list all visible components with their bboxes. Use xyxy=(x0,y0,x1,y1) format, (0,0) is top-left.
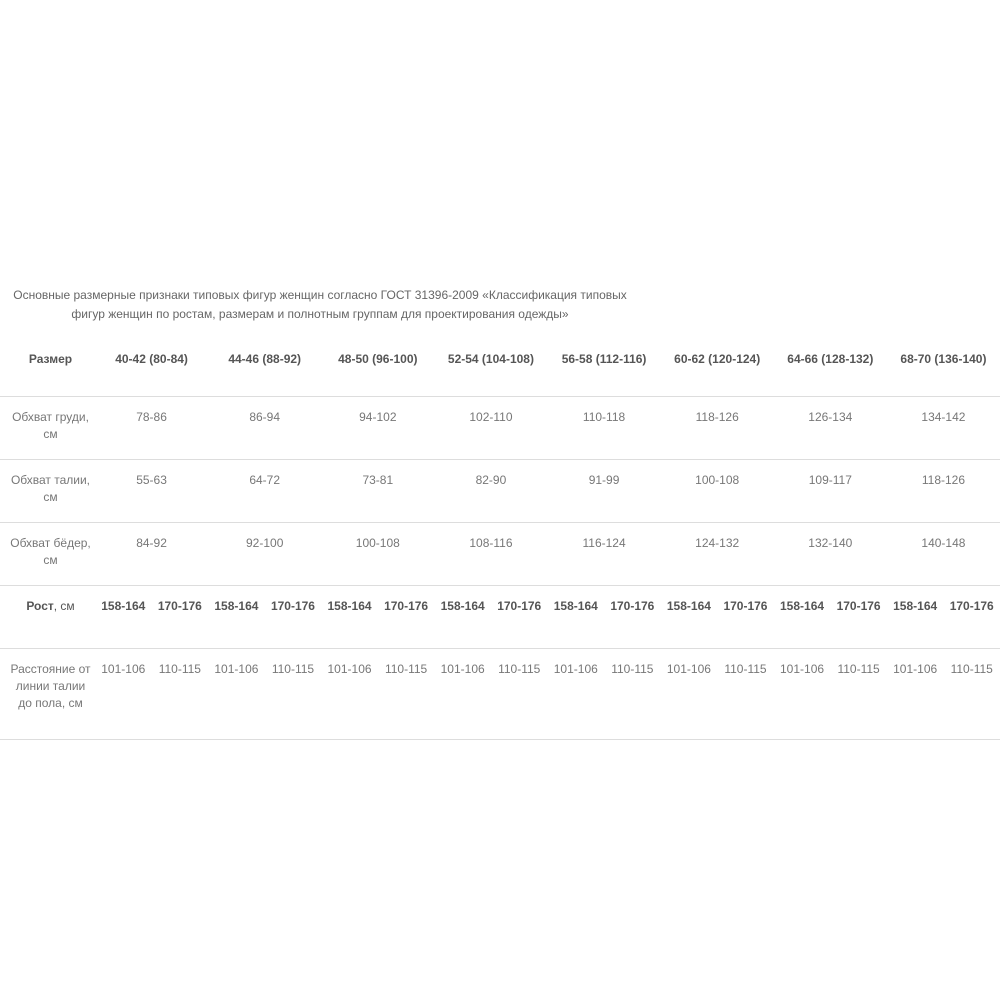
distance-cell: 101-106 xyxy=(95,648,152,740)
table-cell: 134-142 xyxy=(886,396,1000,460)
height-cell: 158-164 xyxy=(547,585,605,649)
size-header: 68-70 (136-140) xyxy=(886,345,1000,397)
height-cell: 158-164 xyxy=(660,585,718,649)
distance-cell: 110-115 xyxy=(490,648,548,740)
height-cell: 170-176 xyxy=(151,585,209,649)
height-cell: 158-164 xyxy=(773,585,831,649)
size-header: 52-54 (104-108) xyxy=(434,345,548,397)
height-cell: 170-176 xyxy=(604,585,661,649)
distance-cell: 101-106 xyxy=(660,648,718,740)
distance-cell: 110-115 xyxy=(604,648,661,740)
size-header: 64-66 (128-132) xyxy=(773,345,887,397)
table-cell: 64-72 xyxy=(208,459,322,523)
size-header-label: Размер xyxy=(0,345,95,397)
height-label-text: Рост xyxy=(26,599,54,613)
distance-cell: 101-106 xyxy=(773,648,831,740)
distance-cell: 110-115 xyxy=(377,648,435,740)
distance-cell: 110-115 xyxy=(264,648,322,740)
distance-label: Расстояние от линии талии до пола, см xyxy=(0,648,95,740)
table-cell: 55-63 xyxy=(95,459,209,523)
table-cell: 73-81 xyxy=(321,459,435,523)
table-cell: 100-108 xyxy=(321,522,435,586)
row-label: Обхват груди, см xyxy=(0,396,95,460)
table-row: Обхват бёдер, см 84-92 92-100 100-108 108-11… xyxy=(0,522,1000,586)
height-row: Рост, см 158-164 170-176 158-164 170-176 158-… xyxy=(0,585,1000,649)
height-cell: 170-176 xyxy=(490,585,548,649)
table-cell: 140-148 xyxy=(886,522,1000,586)
table-cell: 109-117 xyxy=(773,459,887,523)
size-table: Размер 40-42 (80-84) 44-46 (88-92) 48-50 (9… xyxy=(0,345,1000,740)
distance-cell: 101-106 xyxy=(208,648,265,740)
distance-cell: 101-106 xyxy=(321,648,378,740)
table-row: Обхват груди, см 78-86 86-94 94-102 102-110 1… xyxy=(0,396,1000,460)
height-cell: 170-176 xyxy=(830,585,887,649)
distance-cell: 101-106 xyxy=(434,648,491,740)
table-cell: 91-99 xyxy=(547,459,661,523)
table-cell: 110-118 xyxy=(547,396,661,460)
distance-cell: 101-106 xyxy=(547,648,605,740)
height-cell: 158-164 xyxy=(886,585,944,649)
table-cell: 118-126 xyxy=(886,459,1000,523)
row-label: Обхват талии, см xyxy=(0,459,95,523)
distance-cell: 110-115 xyxy=(830,648,887,740)
height-cell: 170-176 xyxy=(943,585,1000,649)
size-header: 60-62 (120-124) xyxy=(660,345,774,397)
height-unit: , см xyxy=(53,599,75,613)
size-header: 40-42 (80-84) xyxy=(95,345,209,397)
table-cell: 78-86 xyxy=(95,396,209,460)
table-row: Обхват талии, см 55-63 64-72 73-81 82-90 91-9… xyxy=(0,459,1000,523)
size-header: 48-50 (96-100) xyxy=(321,345,435,397)
table-cell: 102-110 xyxy=(434,396,548,460)
height-cell: 158-164 xyxy=(95,585,152,649)
distance-cell: 101-106 xyxy=(886,648,944,740)
table-cell: 92-100 xyxy=(208,522,322,586)
height-cell: 158-164 xyxy=(321,585,378,649)
height-cell: 158-164 xyxy=(208,585,265,649)
table-cell: 126-134 xyxy=(773,396,887,460)
distance-cell: 110-115 xyxy=(943,648,1000,740)
header-row: Размер 40-42 (80-84) 44-46 (88-92) 48-50 (9… xyxy=(0,345,1000,397)
table-cell: 100-108 xyxy=(660,459,774,523)
row-label: Обхват бёдер, см xyxy=(0,522,95,586)
size-header: 56-58 (112-116) xyxy=(547,345,661,397)
distance-cell: 110-115 xyxy=(151,648,209,740)
table-cell: 94-102 xyxy=(321,396,435,460)
table-cell: 86-94 xyxy=(208,396,322,460)
table-cell: 132-140 xyxy=(773,522,887,586)
height-cell: 170-176 xyxy=(264,585,322,649)
table-cell: 116-124 xyxy=(547,522,661,586)
table-cell: 84-92 xyxy=(95,522,209,586)
distance-cell: 110-115 xyxy=(717,648,774,740)
height-cell: 158-164 xyxy=(434,585,491,649)
table-cell: 82-90 xyxy=(434,459,548,523)
height-cell: 170-176 xyxy=(377,585,435,649)
table-cell: 118-126 xyxy=(660,396,774,460)
height-cell: 170-176 xyxy=(717,585,774,649)
table-caption: Основные размерные признаки типовых фигу… xyxy=(13,288,627,321)
distance-row: Расстояние от линии талии до пола, см 101… xyxy=(0,648,1000,740)
size-header: 44-46 (88-92) xyxy=(208,345,322,397)
height-label: Рост, см xyxy=(0,585,95,649)
table-cell: 108-116 xyxy=(434,522,548,586)
table-cell: 124-132 xyxy=(660,522,774,586)
